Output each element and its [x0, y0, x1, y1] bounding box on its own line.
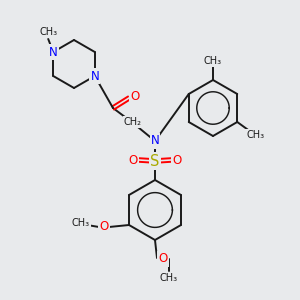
Text: CH₂: CH₂: [124, 117, 142, 127]
Text: O: O: [128, 154, 138, 166]
Text: O: O: [158, 253, 168, 266]
Text: O: O: [99, 220, 109, 233]
Text: CH₃: CH₃: [204, 56, 222, 66]
Text: N: N: [90, 70, 99, 83]
Text: S: S: [150, 154, 160, 169]
Text: CH₃: CH₃: [160, 273, 178, 283]
Text: CH₃: CH₃: [39, 27, 57, 37]
Text: N: N: [151, 134, 159, 148]
Text: O: O: [130, 89, 140, 103]
Text: N: N: [49, 46, 58, 59]
Text: CH₃: CH₃: [246, 130, 264, 140]
Text: O: O: [172, 154, 182, 166]
Text: CH₃: CH₃: [72, 218, 90, 228]
